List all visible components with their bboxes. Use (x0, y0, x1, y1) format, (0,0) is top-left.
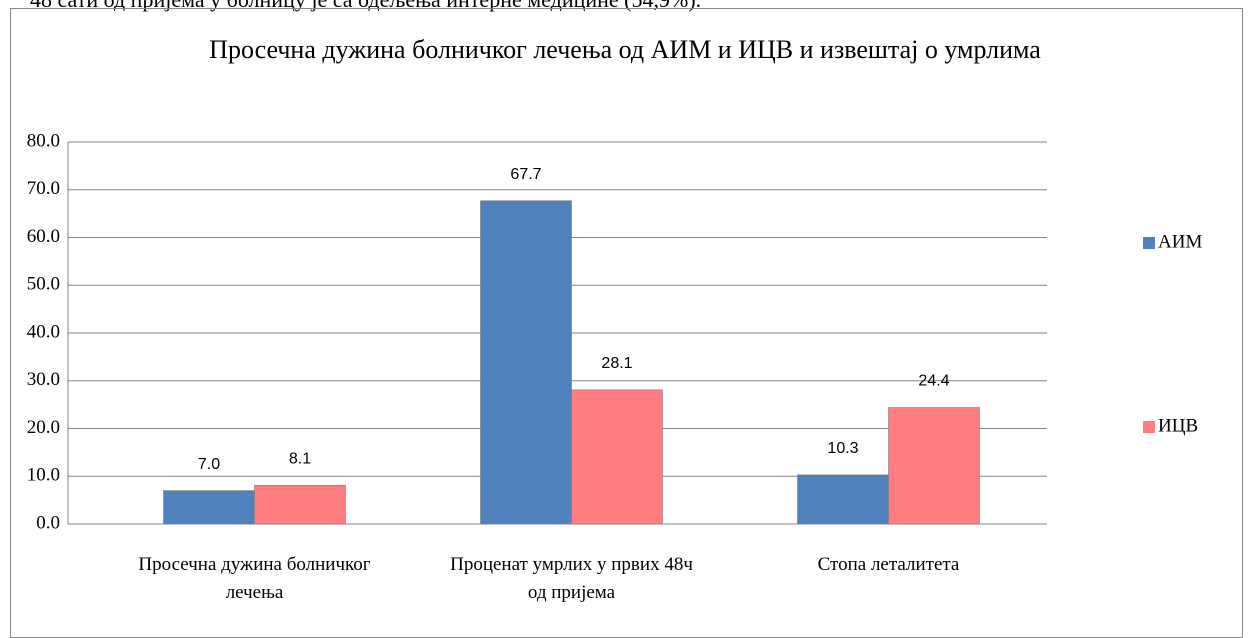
x-tick-label: Проценат умрлих у првих 48ч од пријема (450, 554, 693, 603)
data-label: 67.7 (510, 166, 541, 183)
data-label: 24.4 (918, 373, 949, 390)
y-tick-label: 0.0 (36, 512, 60, 533)
legend-label: АИМ (1158, 231, 1202, 252)
document-text: 48 сати од пријема у болницу је са одеље… (30, 0, 701, 13)
bar (163, 490, 255, 525)
y-tick-label: 10.0 (27, 465, 60, 486)
x-tick-label: Просечна дужина болничког лечења (138, 554, 371, 603)
y-tick-label: 20.0 (27, 417, 60, 438)
y-tick-label: 60.0 (27, 226, 60, 247)
data-label: 28.1 (601, 355, 632, 372)
bar (254, 485, 346, 525)
y-tick-label: 30.0 (27, 369, 60, 390)
data-label: 10.3 (827, 440, 858, 457)
legend-label: ИЦВ (1158, 415, 1198, 436)
bar (797, 474, 889, 525)
y-tick-label: 40.0 (27, 321, 60, 342)
chart-title: Просечна дужина болничког лечења од АИМ … (209, 35, 1041, 64)
data-label: 8.1 (289, 451, 311, 468)
legend-swatch (1143, 237, 1155, 249)
data-label: 7.0 (198, 456, 220, 473)
bar (571, 389, 663, 525)
y-tick-label: 70.0 (27, 178, 60, 199)
bar (480, 200, 572, 525)
y-tick-label: 50.0 (27, 274, 60, 295)
legend-swatch (1143, 421, 1155, 433)
y-tick-label: 80.0 (27, 130, 60, 151)
bar (888, 407, 980, 525)
x-tick-label: Стопа леталитета (817, 554, 960, 575)
